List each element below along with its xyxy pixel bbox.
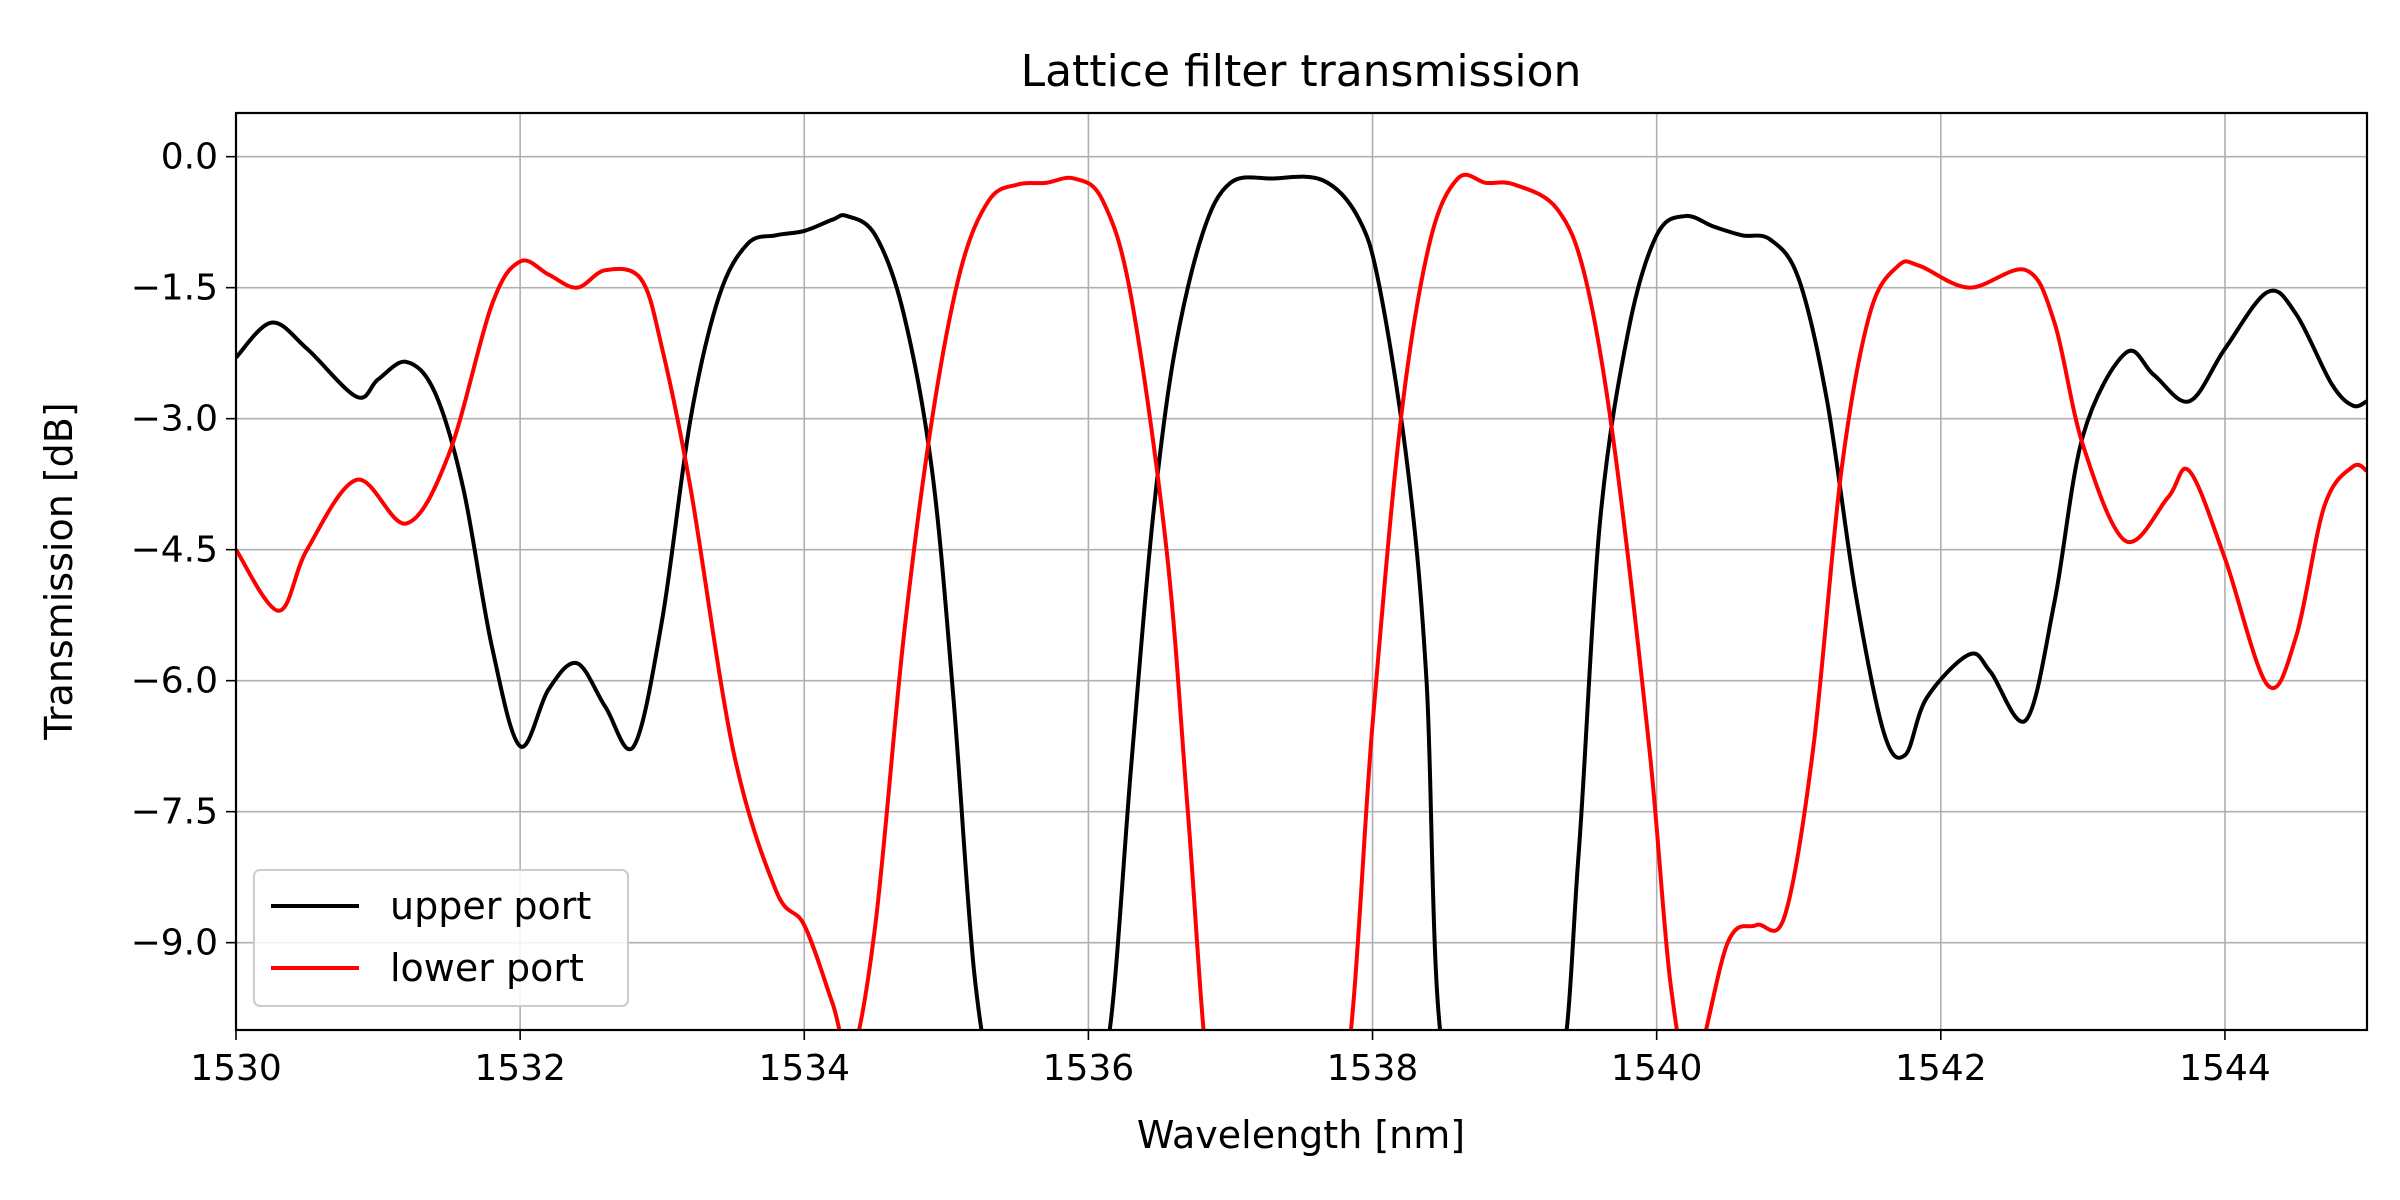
series-line-upper-port <box>236 174 2367 1030</box>
y-tick-label: 0.0 <box>161 137 218 178</box>
x-tick-label: 1530 <box>190 1048 282 1089</box>
x-tick-label: 1534 <box>758 1048 850 1089</box>
y-tick-label: −7.5 <box>131 792 218 833</box>
y-tick-label: −3.0 <box>131 399 218 440</box>
x-tick-label: 1538 <box>1327 1048 1419 1089</box>
y-tick-label: −4.5 <box>131 530 218 571</box>
x-tick-label: 1540 <box>1611 1048 1703 1089</box>
y-tick-label: −1.5 <box>131 268 218 309</box>
chart-title: Lattice filter transmission <box>1021 46 1582 97</box>
series-line-lower-port <box>236 172 2367 1030</box>
y-axis-label: Transmission [dB] <box>37 402 81 740</box>
y-tick-label: −6.0 <box>131 661 218 702</box>
series-layer <box>236 172 2367 1030</box>
x-axis-label: Wavelength [nm] <box>1137 1113 1465 1157</box>
x-axis: 1530 1532 1534 1536 1538 1540 1542 1544 <box>190 1030 2271 1089</box>
plot-frame <box>234 111 2369 1032</box>
legend-label-lower-port: lower port <box>390 946 584 990</box>
x-tick-label: 1536 <box>1043 1048 1135 1089</box>
legend-label-upper-port: upper port <box>390 884 591 928</box>
x-tick-label: 1542 <box>1895 1048 1987 1089</box>
y-axis: 0.0 −1.5 −3.0 −4.5 −6.0 −7.5 −9.0 <box>131 137 236 964</box>
x-tick-label: 1544 <box>2179 1048 2271 1089</box>
legend: upper port lower port <box>253 869 629 1007</box>
x-tick-label: 1532 <box>474 1048 566 1089</box>
y-tick-label: −9.0 <box>131 923 218 964</box>
